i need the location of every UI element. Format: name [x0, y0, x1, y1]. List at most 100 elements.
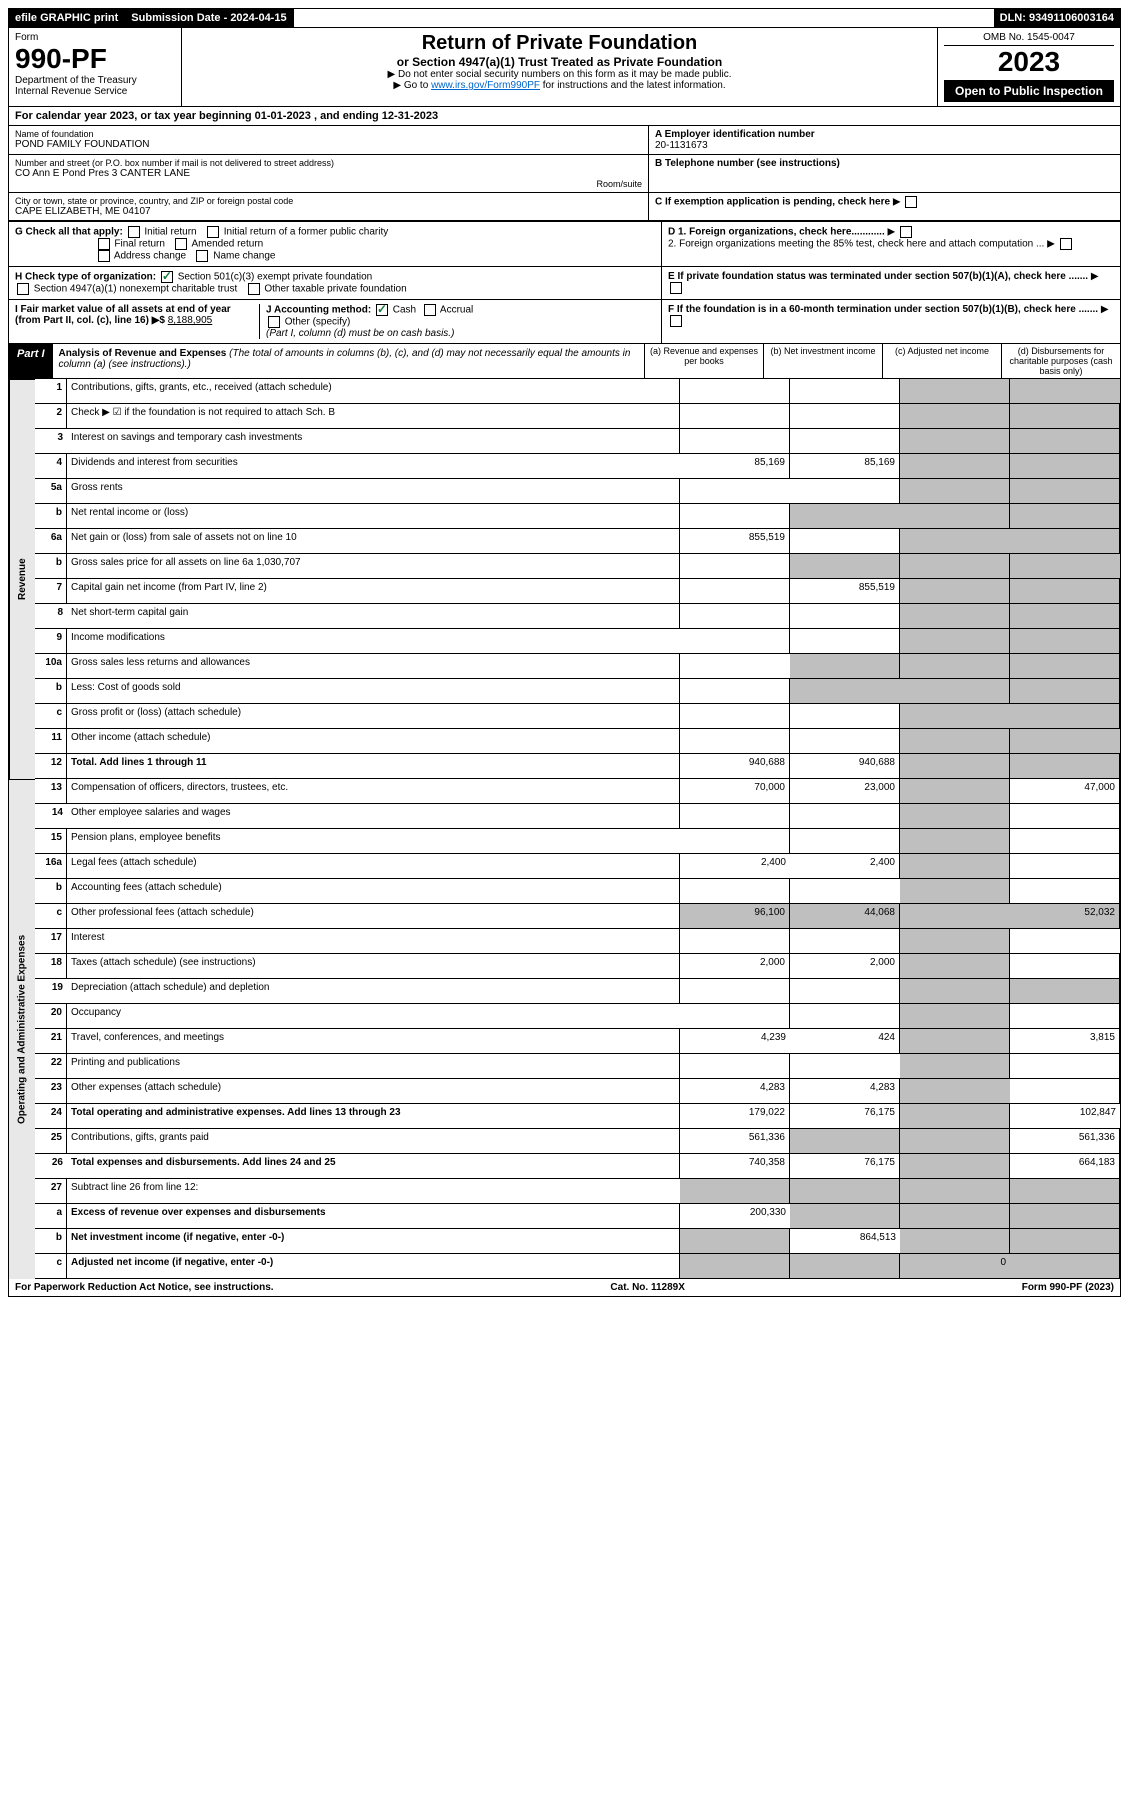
g-initial-checkbox[interactable]	[128, 226, 140, 238]
tel-label: B Telephone number (see instructions)	[655, 158, 1114, 169]
line-desc-26: Total expenses and disbursements. Add li…	[67, 1154, 680, 1179]
col-a-15	[680, 829, 790, 854]
line-desc-b: Net rental income or (loss)	[67, 504, 680, 529]
col-c-2	[900, 404, 1010, 429]
g-former-checkbox[interactable]	[207, 226, 219, 238]
col-a-b	[680, 504, 790, 529]
footer-right: Form 990-PF (2023)	[1022, 1282, 1114, 1293]
col-b-c: 44,068	[790, 904, 900, 929]
line-num-16a: 16a	[35, 854, 67, 879]
note-2: ▶ Go to www.irs.gov/Form990PF for instru…	[188, 80, 931, 91]
h-4947-checkbox[interactable]	[17, 283, 29, 295]
col-a-14	[680, 804, 790, 829]
calendar-year: For calendar year 2023, or tax year begi…	[8, 107, 1121, 126]
part1-label: Part I	[9, 344, 53, 378]
line-desc-16a: Legal fees (attach schedule)	[67, 854, 680, 879]
col-a-10a	[680, 654, 790, 679]
col-d-27	[1010, 1179, 1120, 1204]
e-checkbox[interactable]	[670, 282, 682, 294]
col-c-b	[900, 879, 1010, 904]
line-desc-25: Contributions, gifts, grants paid	[67, 1129, 680, 1154]
col-a-6a: 855,519	[680, 529, 790, 554]
col-d-c	[1010, 704, 1120, 729]
top-bar: efile GRAPHIC print Submission Date - 20…	[8, 8, 1121, 28]
col-d-a	[1010, 1204, 1120, 1229]
part1-title: Analysis of Revenue and Expenses	[59, 348, 227, 359]
col-a-11	[680, 729, 790, 754]
f-checkbox[interactable]	[670, 315, 682, 327]
tax-year: 2023	[944, 46, 1114, 78]
col-b-27	[790, 1179, 900, 1204]
line-num-13: 13	[35, 779, 67, 804]
col-c-9	[900, 629, 1010, 654]
j-other-checkbox[interactable]	[268, 316, 280, 328]
g-name-checkbox[interactable]	[196, 250, 208, 262]
d2-checkbox[interactable]	[1060, 238, 1072, 250]
col-c-6a	[900, 529, 1010, 554]
line-desc-c: Gross profit or (loss) (attach schedule)	[67, 704, 680, 729]
name-label: Name of foundation	[15, 129, 642, 139]
line-desc-12: Total. Add lines 1 through 11	[67, 754, 680, 779]
c-checkbox[interactable]	[905, 196, 917, 208]
col-b-a	[790, 1204, 900, 1229]
col-c-20	[900, 1004, 1010, 1029]
col-c-1	[900, 379, 1010, 404]
line-desc-9: Income modifications	[67, 629, 680, 654]
col-c: (c) Adjusted net income	[882, 344, 1001, 378]
col-c-22	[900, 1054, 1010, 1079]
line-desc-22: Printing and publications	[67, 1054, 680, 1079]
line-desc-4: Dividends and interest from securities	[67, 454, 680, 479]
col-b-c	[790, 1254, 900, 1279]
col-c-15	[900, 829, 1010, 854]
g-address-checkbox[interactable]	[98, 250, 110, 262]
form990pf-link[interactable]: www.irs.gov/Form990PF	[431, 80, 540, 91]
col-a-25: 561,336	[680, 1129, 790, 1154]
part1-header: Part I Analysis of Revenue and Expenses …	[8, 344, 1121, 379]
col-d-16a	[1010, 854, 1120, 879]
col-b-b: 864,513	[790, 1229, 900, 1254]
g-final-checkbox[interactable]	[98, 238, 110, 250]
col-c-8	[900, 604, 1010, 629]
col-b-16a: 2,400	[790, 854, 900, 879]
col-a-b	[680, 879, 790, 904]
line-desc-11: Other income (attach schedule)	[67, 729, 680, 754]
col-d-b	[1010, 679, 1120, 704]
i-value: 8,188,905	[168, 315, 213, 326]
h-501c3-checkbox[interactable]	[161, 271, 173, 283]
line-desc-20: Occupancy	[67, 1004, 680, 1029]
j-cash-checkbox[interactable]	[376, 304, 388, 316]
line-desc-14: Other employee salaries and wages	[67, 804, 680, 829]
col-d-12	[1010, 754, 1120, 779]
d2-label: 2. Foreign organizations meeting the 85%…	[668, 239, 1044, 250]
col-a-c: 96,100	[680, 904, 790, 929]
line-num-12: 12	[35, 754, 67, 779]
col-b-4: 85,169	[790, 454, 900, 479]
line-desc-23: Other expenses (attach schedule)	[67, 1079, 680, 1104]
col-c-18	[900, 954, 1010, 979]
col-d-17	[1010, 929, 1120, 954]
line-desc-c: Other professional fees (attach schedule…	[67, 904, 680, 929]
col-b-12: 940,688	[790, 754, 900, 779]
line-num-26: 26	[35, 1154, 67, 1179]
dln: DLN: 93491106003164	[994, 9, 1120, 27]
col-c-7	[900, 579, 1010, 604]
line-num-8: 8	[35, 604, 67, 629]
line-desc-b: Gross sales price for all assets on line…	[67, 554, 680, 579]
col-d-24: 102,847	[1010, 1104, 1120, 1129]
col-a-12: 940,688	[680, 754, 790, 779]
oae-label: Operating and Administrative Expenses	[9, 779, 35, 1279]
section-i-j-row: I Fair market value of all assets at end…	[8, 300, 1121, 344]
col-b-10a	[790, 654, 900, 679]
g-amended-checkbox[interactable]	[175, 238, 187, 250]
j-accrual-checkbox[interactable]	[424, 304, 436, 316]
d1-checkbox[interactable]	[900, 226, 912, 238]
col-d-7	[1010, 579, 1120, 604]
h-other-checkbox[interactable]	[248, 283, 260, 295]
line-desc-b: Accounting fees (attach schedule)	[67, 879, 680, 904]
ein: 20-1131673	[655, 140, 1114, 151]
line-desc-1: Contributions, gifts, grants, etc., rece…	[67, 379, 680, 404]
col-c-24	[900, 1104, 1010, 1129]
part1-table: Revenue1Contributions, gifts, grants, et…	[8, 379, 1121, 1279]
col-d-b	[1010, 879, 1120, 904]
col-d-22	[1010, 1054, 1120, 1079]
